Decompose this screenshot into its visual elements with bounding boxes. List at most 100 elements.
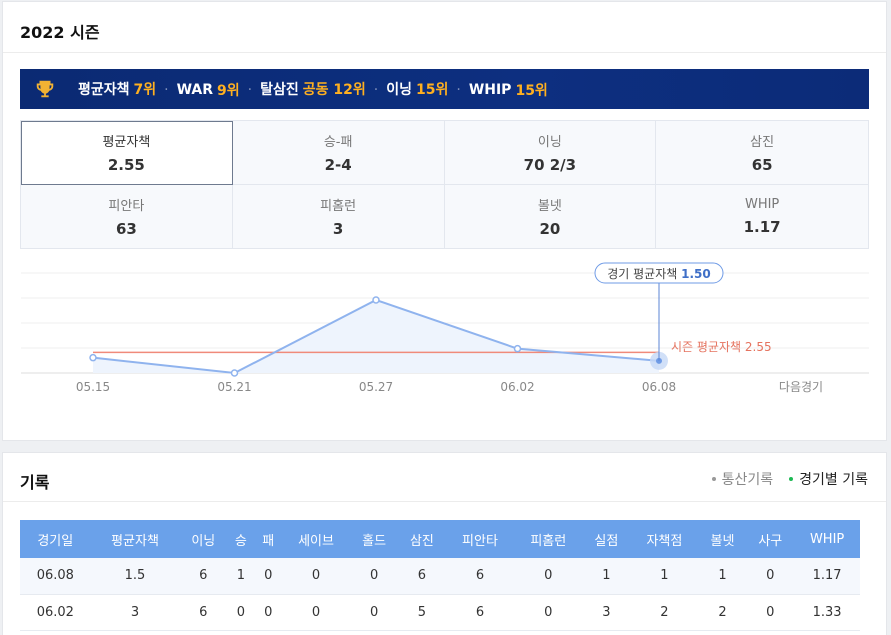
- rank-item[interactable]: 평균자책 7위: [78, 79, 156, 99]
- stat-label: WHIP: [744, 196, 780, 212]
- stat-cell[interactable]: 피안타 63: [21, 184, 233, 248]
- column-header[interactable]: 사구: [746, 520, 795, 558]
- record-divider: [3, 501, 886, 502]
- stat-cell[interactable]: WHIP 1.17: [656, 185, 868, 249]
- table-cell: 6: [445, 594, 515, 631]
- x-tick-label: 05.27: [359, 380, 393, 394]
- table-cell: 0: [746, 558, 795, 595]
- season-title: 2022 시즌: [20, 23, 100, 42]
- chart-point[interactable]: [656, 357, 662, 364]
- column-header[interactable]: 패: [254, 520, 282, 558]
- rank-label: WHIP: [468, 81, 512, 98]
- column-header[interactable]: 실점: [582, 520, 631, 558]
- tooltip-box: [594, 262, 724, 284]
- table-cell: 0: [746, 594, 795, 631]
- rank-value: 15위: [515, 82, 548, 99]
- column-header[interactable]: 세이브: [281, 520, 351, 558]
- chart-point[interactable]: [513, 344, 522, 353]
- table-header-row: 경기일 평균자책 이닝 승 패 세이브 홀드 삼진 피안타 피홈런 실점 자책점 볼넷 사구 WHIP: [20, 520, 860, 558]
- stat-value: 63: [115, 219, 137, 238]
- table-cell: 1: [227, 558, 255, 595]
- stat-grid: 평균자책 2.55 승-패 2-4 이닝 70 2/3 삼진 65 피안타 63 피홈런 3 볼넷 20 W…: [20, 120, 869, 249]
- record-card: 기록 통산기록 경기별 기록 경기일 평균자책 이닝 승 패 세이브 홀드 삼진 피안타 피홈런 실점…: [2, 452, 887, 635]
- rank-separator: ·: [164, 81, 169, 98]
- column-header[interactable]: WHIP: [794, 520, 860, 558]
- table-cell: 1.5: [90, 558, 180, 595]
- stat-label: 피안타: [108, 198, 145, 214]
- stat-label: 볼넷: [537, 198, 562, 214]
- rank-label: WAR: [176, 81, 214, 98]
- table-cell: 1: [698, 558, 747, 595]
- rank-value: 공동 12위: [302, 81, 366, 98]
- next-game-label[interactable]: 다음경기: [779, 380, 823, 394]
- column-header[interactable]: 볼넷: [698, 520, 747, 558]
- stat-cell[interactable]: 승-패 2-4: [232, 121, 445, 185]
- rank-item[interactable]: 이닝 15위: [386, 79, 448, 99]
- column-header[interactable]: 홀드: [350, 520, 399, 558]
- stat-cell[interactable]: 평균자책 2.55: [21, 121, 233, 185]
- column-header[interactable]: 피홈런: [514, 520, 583, 558]
- stat-value: 2-4: [324, 155, 352, 174]
- stat-cell[interactable]: 볼넷 20: [445, 184, 657, 248]
- stat-cell[interactable]: 피홈런 3: [233, 184, 445, 248]
- rank-list: 평균자책 7위 · WAR 9위 · 탈삼진 공동 12위 · 이닝 15위 · WHIP 15위: [78, 79, 548, 100]
- table-cell: 0: [350, 594, 399, 631]
- rank-item[interactable]: 탈삼진 공동 12위: [260, 79, 366, 99]
- chart-point[interactable]: [89, 353, 97, 362]
- column-header[interactable]: 자책점: [630, 520, 699, 558]
- bullet-icon: [711, 477, 716, 481]
- column-header[interactable]: 평균자책: [90, 520, 180, 558]
- table-cell: 3: [90, 594, 180, 631]
- table-cell: 06.02: [20, 594, 91, 631]
- column-header[interactable]: 이닝: [179, 520, 228, 558]
- rank-item[interactable]: WAR 9위: [177, 80, 240, 100]
- table-cell: 2: [698, 594, 747, 631]
- record-tab[interactable]: 통산기록: [711, 469, 774, 489]
- chart-point[interactable]: [372, 296, 380, 304]
- stat-cell[interactable]: 이닝 70 2/3: [444, 121, 657, 185]
- rank-value: 9위: [217, 82, 240, 99]
- table-body: 06.08 1.5 6 1 0 0 0 6 6 0 1 1 1 0 1.17 06.02 3 6 0 0 0 0 5 6 0 3 2…: [20, 558, 860, 631]
- table-cell: 1: [582, 558, 631, 595]
- rank-banner: 평균자책 7위 · WAR 9위 · 탈삼진 공동 12위 · 이닝 15위 · WHIP 15위: [20, 69, 869, 109]
- rank-item[interactable]: WHIP 15위: [469, 80, 548, 100]
- rank-value: 15위: [415, 81, 449, 98]
- stat-label: 삼진: [750, 134, 775, 150]
- record-tab-label: 통산기록: [721, 472, 774, 488]
- stat-cell[interactable]: 삼진 65: [656, 121, 868, 185]
- record-title: 기록: [20, 473, 50, 492]
- table-row: 06.08 1.5 6 1 0 0 0 6 6 0 1 1 1 0 1.17: [20, 558, 860, 595]
- stat-value: 65: [751, 155, 773, 174]
- stat-value: 1.17: [743, 217, 781, 236]
- column-header[interactable]: 승: [227, 520, 255, 558]
- chart-point[interactable]: [230, 369, 239, 377]
- rank-label: 탈삼진: [260, 81, 299, 98]
- table-cell: 1: [630, 558, 699, 595]
- column-header[interactable]: 경기일: [20, 520, 91, 558]
- table-cell: 2: [630, 594, 699, 631]
- table-cell: 0: [227, 594, 255, 631]
- era-line-chart: 경기 평균자책 1.50 시즌 평균자책 2.55 05.15 05.21 05.27 0…: [21, 262, 869, 394]
- table-cell: 0: [254, 558, 282, 595]
- table-cell: 6: [179, 558, 228, 595]
- rank-label: 평균자책: [78, 81, 130, 98]
- rank-label: 이닝: [386, 81, 412, 98]
- stat-label: 이닝: [537, 134, 562, 150]
- rank-separator: ·: [373, 81, 379, 98]
- table-row: 06.02 3 6 0 0 0 0 5 6 0 3 2 2 0 1.33: [20, 594, 860, 631]
- table-cell: 3: [582, 594, 631, 631]
- table-cell: 6: [398, 558, 446, 595]
- table-cell: 5: [398, 594, 446, 631]
- record-tab[interactable]: 경기별 기록: [789, 469, 868, 489]
- stat-label: 승-패: [323, 134, 353, 150]
- trophy-icon: [36, 80, 54, 98]
- stat-value: 20: [539, 219, 561, 238]
- x-tick-label: 06.02: [500, 380, 534, 394]
- column-header[interactable]: 삼진: [398, 520, 446, 558]
- column-header[interactable]: 피안타: [445, 520, 515, 558]
- stat-label: 피홈런: [320, 198, 357, 214]
- stat-value: 70 2/3: [523, 155, 577, 174]
- season-divider: [3, 52, 886, 53]
- table-cell: 06.08: [20, 558, 91, 595]
- game-log-table: 경기일 평균자책 이닝 승 패 세이브 홀드 삼진 피안타 피홈런 실점 자책점 볼넷 사구 WHIP 06…: [20, 520, 860, 631]
